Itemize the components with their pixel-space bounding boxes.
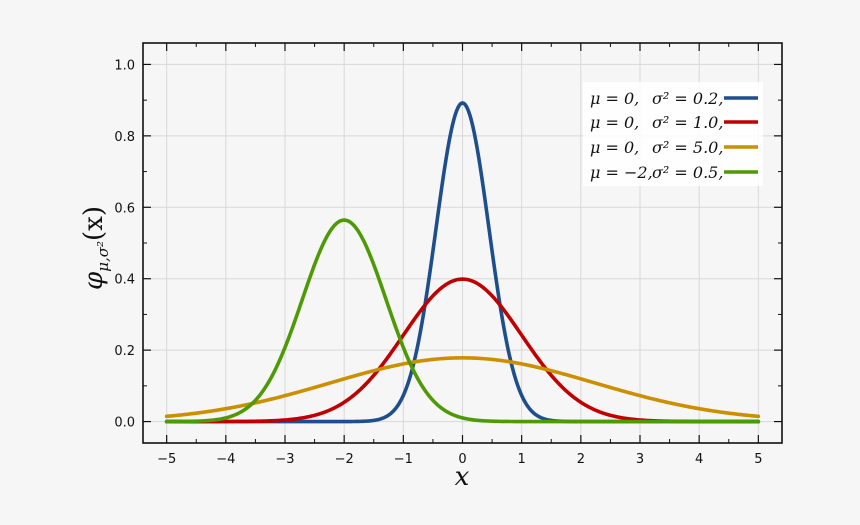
- y-tick-label: 0.4: [114, 273, 135, 288]
- y-tick-labels: 0.0 0.2 0.4 0.6 0.8 1.0: [114, 58, 135, 430]
- plot-frame: [142, 42, 783, 444]
- y-axis-label-symbol: φ: [79, 271, 109, 290]
- y-tick-label: 0.2: [114, 344, 135, 359]
- series-line-3: [164, 356, 761, 419]
- series-line-4: [164, 218, 761, 424]
- legend-variance-label: σ² = 0.5,: [652, 163, 723, 182]
- curves: [164, 101, 761, 424]
- x-tick-label: −2: [335, 452, 354, 467]
- legend-mu-label: μ = 0,: [590, 113, 639, 132]
- x-tick-labels: −5 −4 −3 −2 −1 0 1 2 3 4 5: [157, 452, 762, 467]
- x-tick-label: −3: [275, 452, 294, 467]
- x-tick-label: −4: [216, 452, 235, 467]
- y-tick-label: 0.0: [114, 416, 135, 431]
- x-tick-label: 2: [577, 452, 585, 467]
- x-tick-label: −5: [157, 452, 176, 467]
- y-tick-label: 0.6: [114, 201, 135, 216]
- legend: μ = 0, σ² = 0.2, μ = 0, σ² = 1.0, μ = 0, σ² =…: [583, 82, 763, 186]
- y-tick-label: 0.8: [114, 130, 135, 145]
- y-axis-label: φμ,σ²(x): [79, 206, 112, 290]
- x-axis-label: x: [455, 462, 470, 492]
- x-tick-label: 4: [695, 452, 703, 467]
- y-tick-label: 1.0: [114, 58, 135, 73]
- x-tick-label: 1: [518, 452, 526, 467]
- y-axis-label-argument: (x): [79, 206, 109, 241]
- legend-mu-label: μ = 0,: [590, 138, 639, 157]
- x-tick-label: 5: [754, 452, 762, 467]
- legend-mu-label: μ = −2,: [590, 163, 653, 182]
- x-tick-label: 3: [636, 452, 644, 467]
- legend-mu-label: μ = 0,: [590, 89, 639, 108]
- legend-variance-label: σ² = 5.0,: [652, 138, 723, 157]
- x-tick-label: 0: [458, 452, 466, 467]
- legend-variance-label: σ² = 0.2,: [652, 89, 723, 108]
- x-tick-label: −1: [394, 452, 413, 467]
- y-axis-label-subscript: μ,σ²: [94, 241, 112, 272]
- legend-variance-label: σ² = 1.0,: [652, 113, 723, 132]
